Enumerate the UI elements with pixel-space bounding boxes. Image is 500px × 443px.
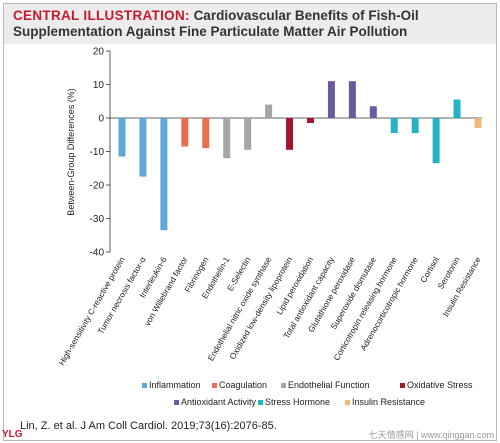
legend-label: Insulin Resistance (352, 397, 425, 407)
bar (223, 118, 231, 159)
bar (202, 118, 210, 149)
header-band: CENTRAL ILLUSTRATION: Cardiovascular Ben… (4, 4, 496, 44)
legend-label: Stress Hormone (265, 397, 330, 407)
bar (348, 81, 356, 118)
bar-series (118, 81, 482, 231)
bar (432, 118, 440, 164)
y-tick-label: -30 (90, 214, 105, 225)
legend-swatch (345, 400, 350, 405)
y-tick-label: -10 (90, 147, 105, 158)
bar (411, 118, 419, 134)
bar (286, 118, 294, 150)
chart-title: CENTRAL ILLUSTRATION: Cardiovascular Ben… (13, 8, 493, 40)
bar (118, 118, 126, 157)
y-tick-label: 10 (93, 80, 105, 91)
legend-swatch (258, 400, 263, 405)
y-tick-label: -20 (90, 181, 105, 192)
legend-swatch (142, 383, 147, 388)
legend-label: Antioxidant Activity (181, 397, 257, 407)
bar (474, 118, 482, 129)
y-tick-label: 0 (98, 114, 104, 125)
legend-swatch (400, 383, 405, 388)
legend-label: Oxidative Stress (407, 380, 473, 390)
legend-label: Endothelial Function (288, 380, 370, 390)
x-tick-label: Cortisol (418, 255, 441, 284)
chart-axes: 20 10 0 -10 -20 -30 -40 (90, 47, 482, 259)
y-tick-label: 20 (93, 47, 105, 58)
bar (369, 106, 377, 118)
illustration-frame: CENTRAL ILLUSTRATION: Cardiovascular Ben… (3, 3, 497, 441)
x-tick-labels: High-sensitivity C-reactive proteinTumor… (56, 254, 483, 367)
watermark-text: 七天情感网 | www.qinggan.com (368, 430, 494, 440)
brand-logo: YLG (2, 429, 23, 440)
y-axis-label: Between-Group Differences (%) (66, 88, 76, 215)
title-lead: CENTRAL ILLUSTRATION: (13, 8, 190, 23)
legend-swatch (281, 383, 286, 388)
title-text: Cardiovascular Benefits of Fish-Oil Supp… (13, 8, 419, 39)
bar (327, 81, 335, 118)
bar (244, 118, 252, 150)
legend-label: Coagulation (219, 380, 267, 390)
bar (453, 99, 461, 118)
legend-swatch (212, 383, 217, 388)
bar (390, 118, 398, 134)
legend-swatch (174, 400, 179, 405)
bar (306, 118, 314, 124)
bar (160, 118, 168, 231)
bar (265, 104, 273, 118)
chart-legend: Inflammation Coagulation Endothelial Funct… (142, 380, 473, 407)
citation-text: Lin, Z. et al. J Am Coll Cardiol. 2019;7… (20, 420, 277, 432)
legend-label: Inflammation (149, 380, 201, 390)
bar (181, 118, 189, 147)
y-tick-label: -40 (90, 248, 105, 259)
bar (139, 118, 147, 177)
